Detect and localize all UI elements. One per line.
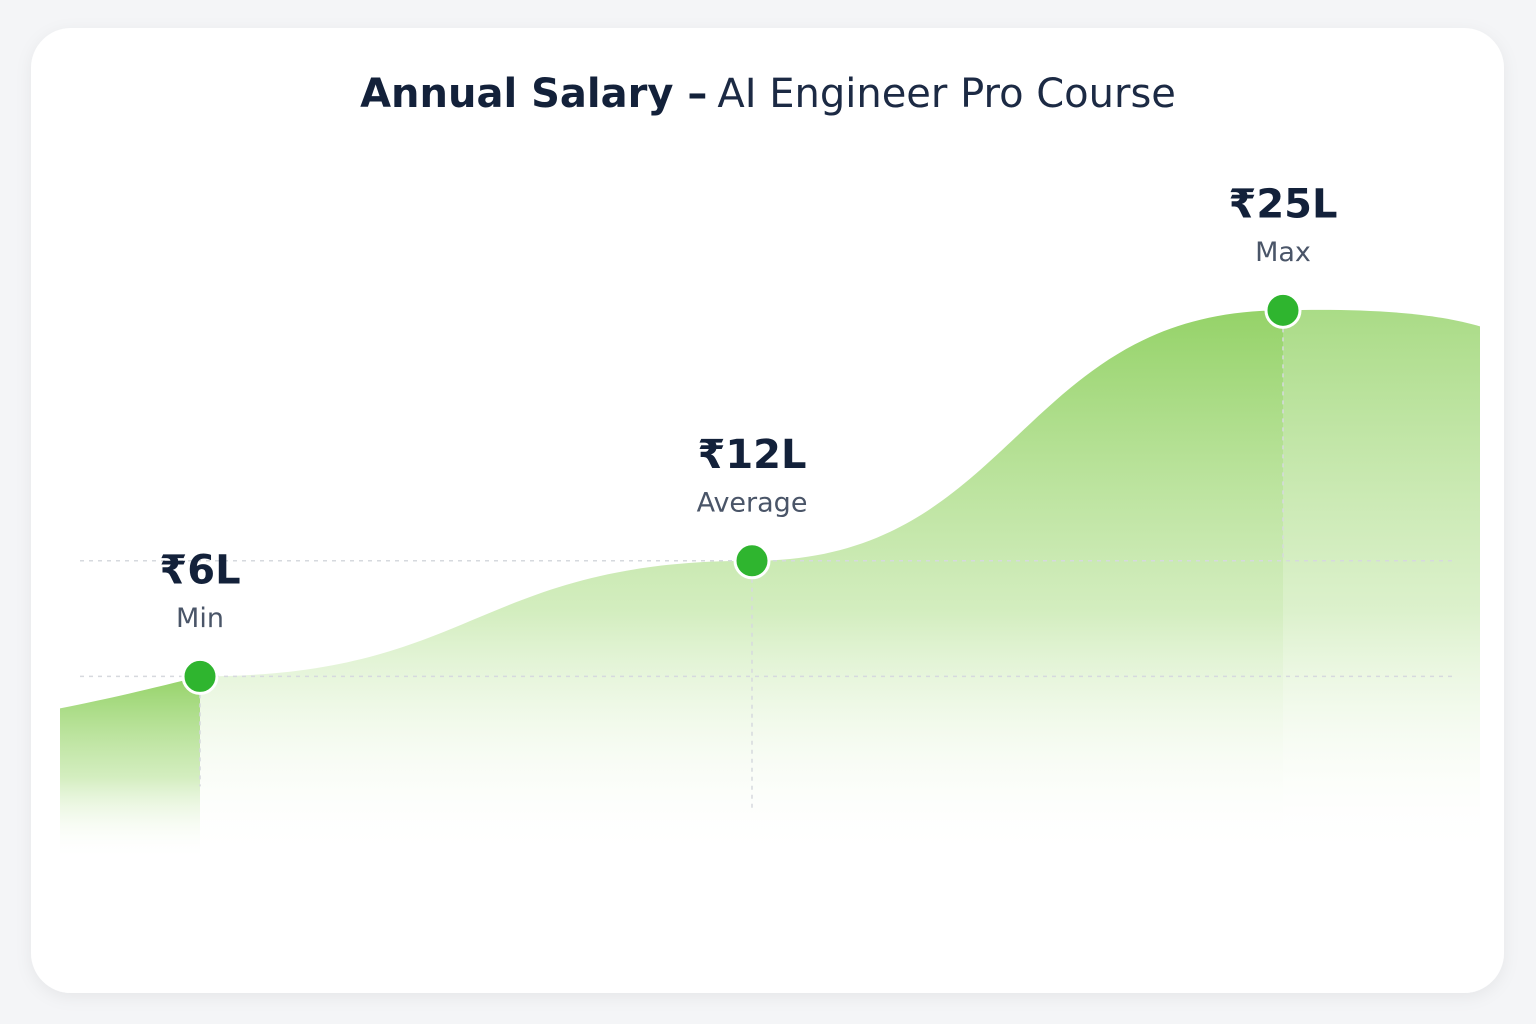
point bbox=[1264, 291, 1302, 329]
point bbox=[181, 657, 219, 695]
category-label: Max bbox=[1255, 237, 1311, 268]
value-label: ₹12L bbox=[698, 432, 807, 478]
plot: ₹6L Min ₹12L Average ₹25L Max bbox=[60, 181, 1480, 860]
value-label: ₹25L bbox=[1229, 181, 1338, 227]
value-label: ₹6L bbox=[159, 547, 240, 593]
category-label: Min bbox=[176, 603, 224, 634]
point bbox=[733, 542, 771, 580]
area bbox=[200, 310, 1283, 860]
chart-title: Annual Salary – AI Engineer Pro Course bbox=[360, 71, 1176, 117]
category-label: Average bbox=[697, 487, 808, 518]
title-bold: Annual Salary – bbox=[360, 71, 707, 117]
area-tail bbox=[1283, 309, 1480, 860]
area-tail bbox=[60, 676, 200, 860]
title-rest: AI Engineer Pro Course bbox=[717, 71, 1176, 117]
